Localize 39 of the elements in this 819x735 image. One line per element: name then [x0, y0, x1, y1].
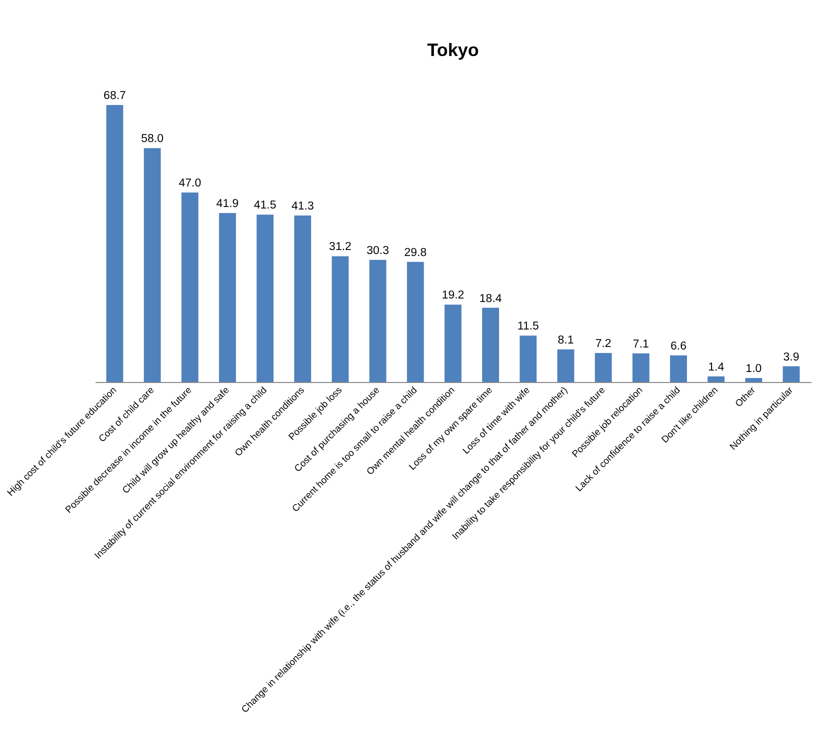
bar: [594, 352, 612, 382]
data-label: 8.1: [558, 334, 574, 346]
data-label: 18.4: [479, 292, 502, 305]
data-label: 29.8: [404, 246, 427, 259]
bar: [745, 378, 762, 382]
bar: [144, 148, 161, 382]
bar: [708, 376, 725, 382]
data-label: 41.3: [291, 200, 314, 212]
data-label: 6.6: [670, 340, 687, 352]
chart-title: Tokyo: [427, 40, 479, 60]
bar: [670, 355, 687, 382]
bar: [106, 105, 124, 382]
data-label: 11.5: [517, 320, 539, 333]
bar: [294, 215, 312, 382]
bar: [219, 213, 236, 382]
data-label: 19.2: [442, 290, 464, 302]
bar: [332, 256, 349, 382]
bar: [369, 260, 386, 382]
data-label: 31.2: [329, 241, 352, 254]
data-label: 58.0: [141, 133, 164, 146]
bar: [406, 262, 424, 382]
bar: [482, 308, 500, 382]
data-label: 7.1: [632, 338, 649, 350]
data-label: 1.0: [746, 362, 762, 375]
data-label: 3.9: [783, 351, 800, 364]
data-label: 47.0: [178, 177, 202, 190]
data-label: 41.5: [254, 200, 276, 212]
bar: [782, 366, 800, 382]
data-label: 1.4: [708, 361, 725, 374]
bar: [557, 349, 574, 382]
bar: [632, 353, 650, 382]
bar: [520, 336, 537, 382]
bar: [444, 304, 462, 382]
bar: [256, 214, 274, 382]
data-label: 7.2: [595, 338, 612, 350]
data-label: 68.7: [104, 90, 126, 102]
data-label: 41.9: [216, 198, 239, 210]
data-label: 30.3: [366, 244, 390, 257]
bar: [181, 192, 198, 382]
